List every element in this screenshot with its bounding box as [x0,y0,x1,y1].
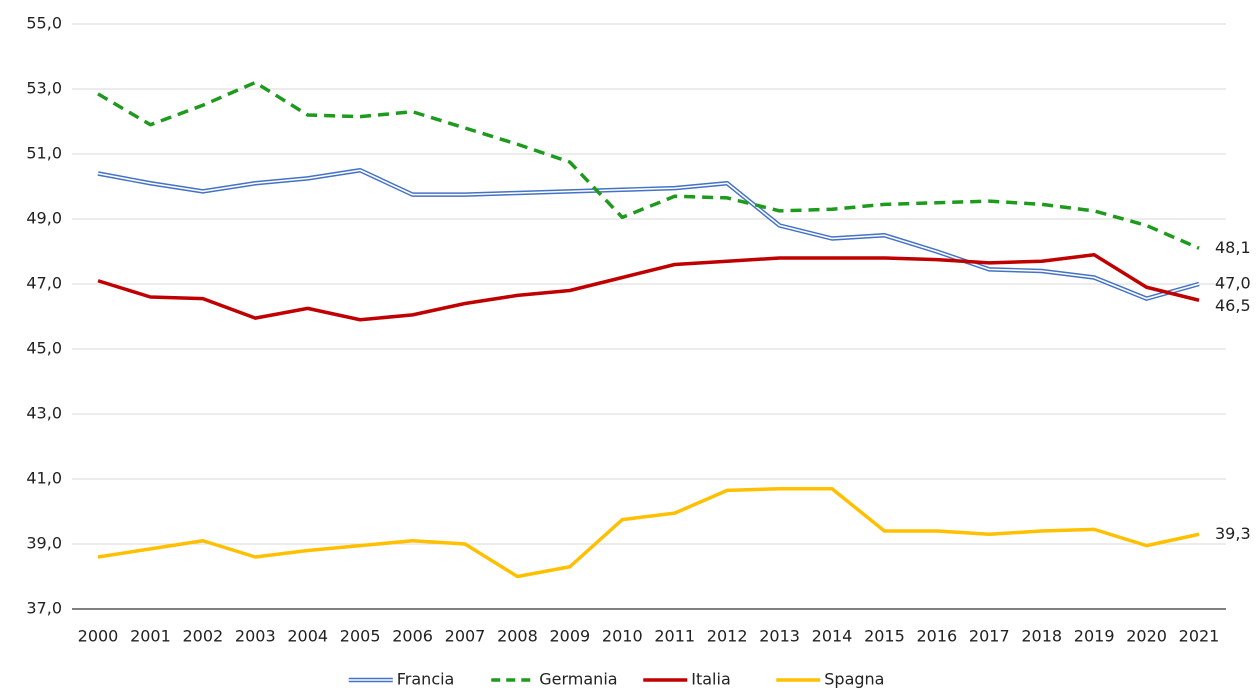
x-tick-label: 2018 [1021,627,1062,646]
y-tick-label: 45,0 [26,339,62,358]
x-tick-label: 2013 [759,627,800,646]
y-tick-label: 51,0 [26,144,62,163]
x-tick-label: 2004 [287,627,328,646]
x-tick-label: 2008 [497,627,538,646]
x-tick-label: 2015 [864,627,905,646]
data-label: 47,0 [1215,274,1251,293]
x-tick-label: 2014 [812,627,853,646]
legend-item: Germania [491,670,618,689]
legend-label: Francia [397,670,455,689]
data-label: 46,5 [1215,296,1251,315]
x-tick-label: 2011 [654,627,695,646]
series-line [97,253,1200,322]
series-line [97,487,1200,579]
data-label: 39,3 [1215,524,1251,543]
y-tick-label: 37,0 [26,599,62,618]
x-tick-label: 2016 [916,627,957,646]
legend-label: Italia [691,670,731,689]
x-tick-label: 2006 [392,627,433,646]
x-tick-label: 2005 [340,627,381,646]
y-tick-label: 41,0 [26,469,62,488]
x-tick-label: 2020 [1126,627,1167,646]
y-tick-label: 49,0 [26,209,62,228]
legend-item: Italia [643,670,731,689]
y-tick-label: 47,0 [26,274,62,293]
x-tick-label: 2017 [969,627,1010,646]
x-tick-label: 2002 [182,627,223,646]
y-tick-label: 55,0 [26,14,62,33]
x-tick-label: 2003 [235,627,276,646]
y-tick-label: 43,0 [26,404,62,423]
legend-label: Germania [539,670,617,689]
x-tick-label: 2007 [445,627,486,646]
x-tick-label: 2019 [1074,627,1115,646]
x-tick-label: 2000 [78,627,119,646]
x-tick-label: 2010 [602,627,643,646]
legend-label: Spagna [824,670,884,689]
x-tick-label: 2012 [707,627,748,646]
series-line-inner [97,169,1200,300]
data-label: 48,1 [1215,238,1251,257]
series-line [97,80,1200,250]
x-tick-label: 2021 [1179,627,1220,646]
x-tick-label: 2009 [549,627,590,646]
legend-item: Francia [348,670,455,689]
y-tick-label: 39,0 [26,534,62,553]
x-tick-label: 2001 [130,627,171,646]
legend-item: Spagna [776,670,884,689]
y-tick-label: 53,0 [26,79,62,98]
